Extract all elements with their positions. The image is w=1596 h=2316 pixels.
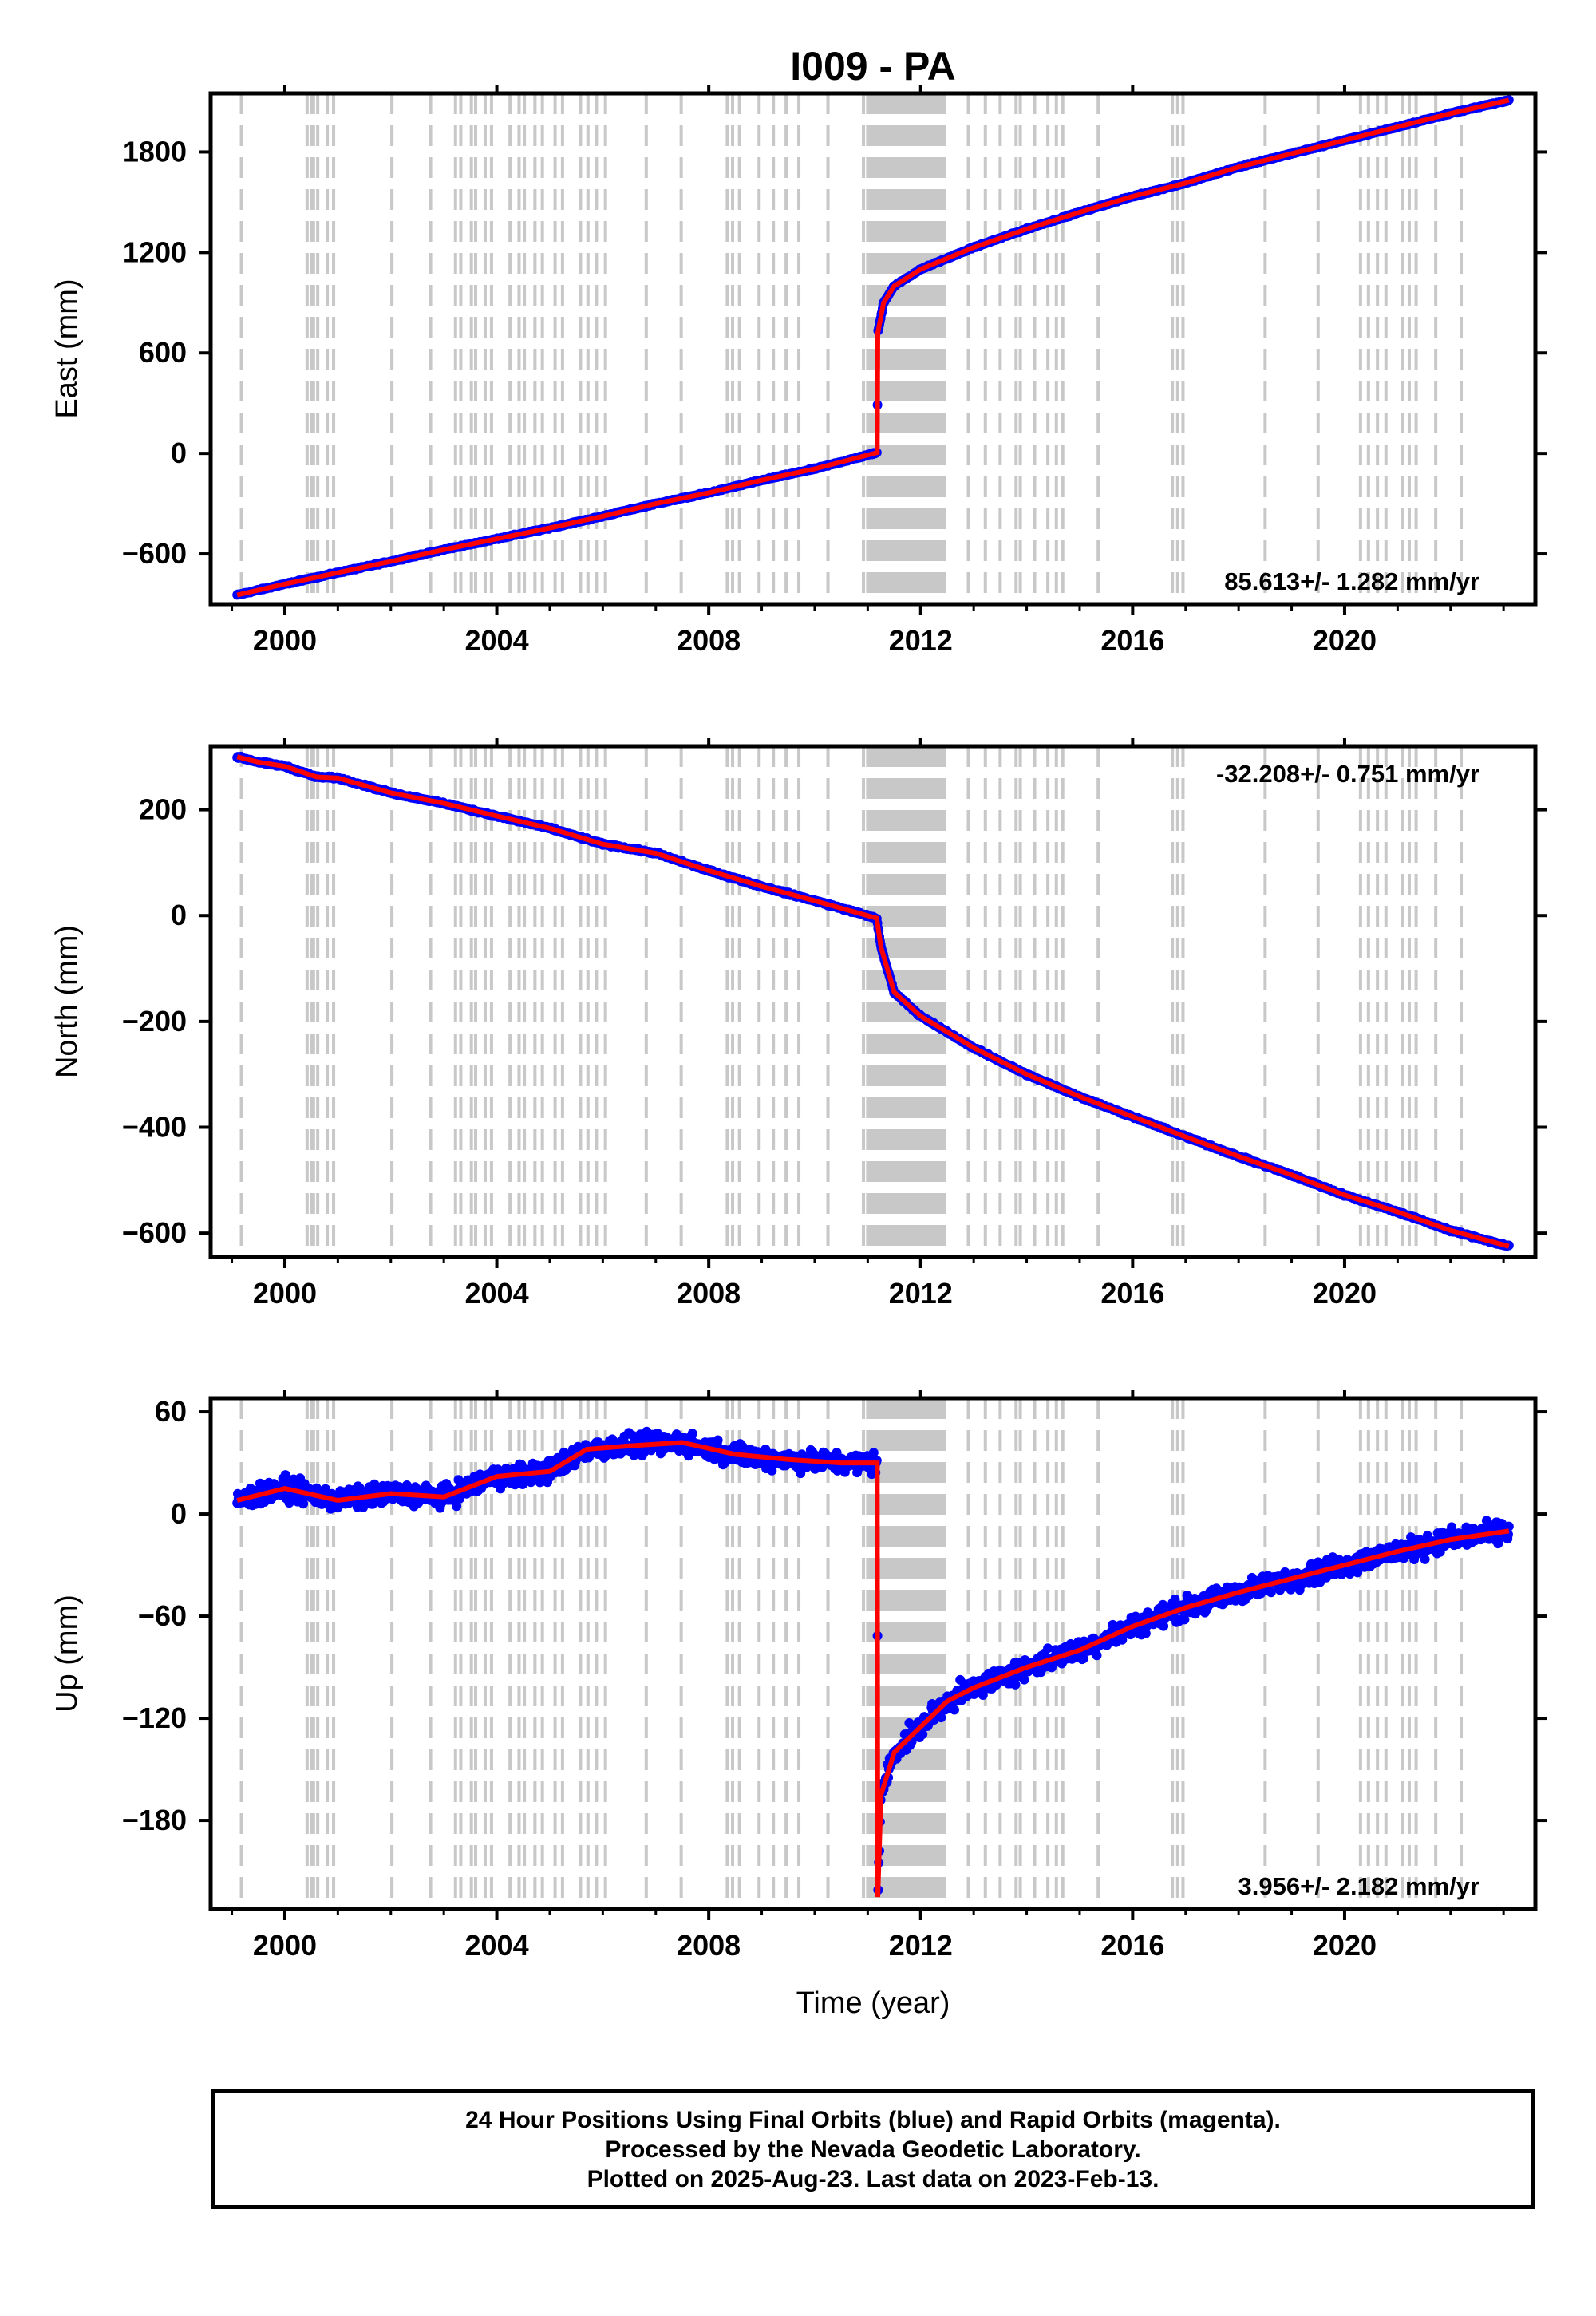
y-tick-label: 0 (171, 899, 187, 931)
x-tick-label: 2004 (465, 624, 529, 657)
y-axis-label: North (mm) (50, 925, 84, 1078)
x-tick-label: 2020 (1313, 624, 1377, 657)
x-tick-label: 2012 (889, 624, 953, 657)
event-lines (239, 93, 1464, 604)
data-point (452, 1501, 462, 1512)
y-tick-label: −600 (122, 537, 187, 570)
data-point (298, 1499, 309, 1509)
x-tick-label: 2016 (1100, 624, 1164, 657)
x-tick-label: 2016 (1100, 1277, 1164, 1310)
x-tick-label: 2004 (465, 1277, 529, 1310)
x-tick-label: 2000 (253, 624, 317, 657)
panels: 2000 2004 2008 2012 2016 2020−600060012001800… (50, 85, 1547, 2020)
event-lines (239, 1398, 1464, 1909)
plot-frame (208, 744, 1538, 1259)
chart-title: I009 - PA (790, 44, 956, 89)
rate-label: -32.208+/- 0.751 mm/yr (1216, 760, 1479, 788)
event-lines (239, 746, 1464, 1257)
y-tick-label: −200 (122, 1005, 187, 1037)
x-tick-label: 2008 (677, 624, 741, 657)
y-tick-label: −400 (122, 1111, 187, 1144)
panel-east: 2000 2004 2008 2012 2016 2020 −600 0 600 1200 1800… (50, 85, 1547, 657)
fit-line (236, 97, 1510, 598)
y-axis-label: East (mm) (50, 279, 84, 418)
fit-line (236, 754, 1510, 1249)
y-tick-label: 600 (139, 336, 187, 369)
y-tick-label: 0 (171, 437, 187, 469)
y-tick-label: 200 (139, 793, 187, 826)
y-tick-label: 1800 (123, 135, 187, 168)
plot-frame (208, 91, 1538, 607)
y-tick-label: 1200 (123, 235, 187, 268)
y-tick-label: −600 (122, 1216, 187, 1249)
panel-north: 2000 2004 2008 2012 2016 2020 −600 −400 −200 0 200… (50, 738, 1547, 1310)
rate-label: 85.613+/- 1.282 mm/yr (1224, 567, 1479, 595)
x-tick-label: 2000 (253, 1277, 317, 1310)
x-tick-label: 2012 (889, 1277, 953, 1310)
x-tick-label: 2020 (1313, 1277, 1377, 1310)
panel-up: 2000 2004 2008 2012 2016 2020−180−120−60060Up… (50, 1390, 1547, 2020)
x-tick-label: 2008 (677, 1277, 741, 1310)
